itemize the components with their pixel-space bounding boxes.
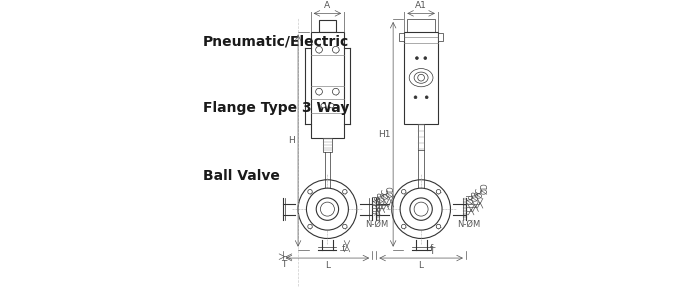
Text: Flange Type 3 Way: Flange Type 3 Way [203,101,350,115]
Text: A: A [324,1,330,10]
Text: T: T [430,247,435,255]
Text: ØD: ØD [480,183,489,194]
Bar [418,124,424,150]
Text: A1: A1 [415,1,427,10]
Circle shape [425,96,428,99]
Circle shape [410,198,432,220]
Ellipse shape [414,72,428,83]
Circle shape [298,180,357,239]
Bar [405,32,438,124]
Bar [311,32,344,138]
Text: N-ØM: N-ØM [458,220,481,229]
Circle shape [400,188,442,230]
Circle shape [316,46,322,53]
Circle shape [307,188,348,230]
Circle shape [343,190,347,194]
Bar [319,20,336,32]
Text: ØB: ØB [471,190,480,201]
Circle shape [333,46,339,53]
Text: T: T [282,260,287,269]
Circle shape [343,224,347,229]
Text: N-ØM: N-ØM [365,220,388,229]
Text: f: f [430,244,432,253]
Bar [438,33,443,41]
Text: Ød: Ød [466,194,475,204]
Text: ØC: ØC [475,187,485,198]
Circle shape [414,96,417,99]
Circle shape [316,198,339,220]
Circle shape [329,103,334,108]
Circle shape [308,224,312,229]
Circle shape [392,180,450,239]
Text: H1: H1 [378,130,390,139]
Circle shape [424,57,426,59]
Text: ØB: ØB [377,191,386,202]
Text: ØC: ØC [382,188,391,199]
Circle shape [418,74,424,81]
Circle shape [401,224,406,229]
Text: Ød: Ød [373,194,382,205]
Text: L: L [325,261,330,270]
Text: f: f [341,244,345,253]
Text: Ball Valve: Ball Valve [203,168,280,183]
Circle shape [333,88,339,95]
Circle shape [437,224,441,229]
Circle shape [321,103,326,108]
Bar [323,138,332,152]
Bar [399,33,405,41]
Text: L: L [419,261,424,270]
Circle shape [414,202,428,216]
Text: H: H [288,136,295,145]
Text: Pneumatic/Electric: Pneumatic/Electric [203,34,350,48]
Circle shape [415,57,418,59]
Circle shape [401,190,406,194]
Ellipse shape [409,69,433,87]
Circle shape [320,202,335,216]
Bar [407,19,435,32]
Text: ØD: ØD [386,185,395,197]
Circle shape [437,190,441,194]
Circle shape [316,88,322,95]
Circle shape [308,190,312,194]
